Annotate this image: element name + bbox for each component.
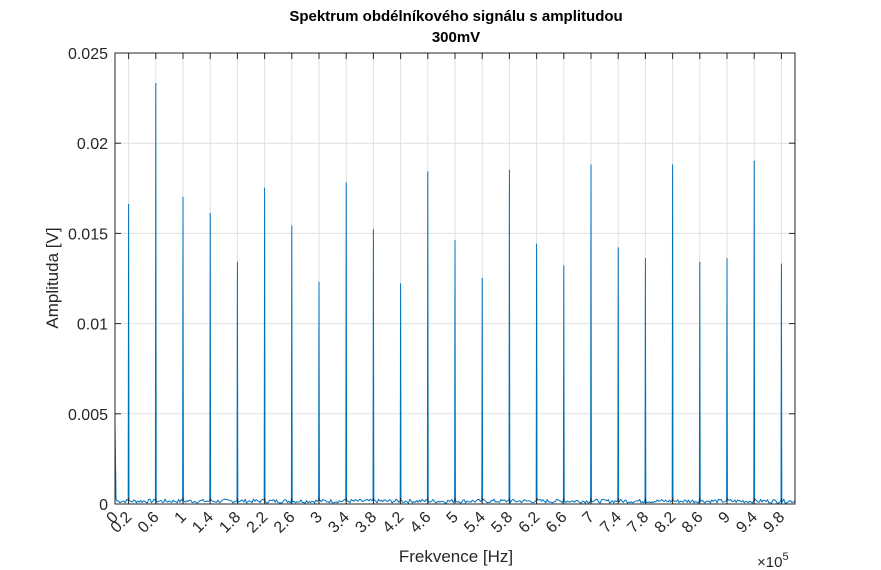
- spectrum-peak: [427, 171, 429, 173]
- spectrum-peak: [726, 258, 728, 260]
- spectrum-peak: [644, 258, 646, 260]
- spectrum-peak: [345, 182, 347, 184]
- x-axis-label: Frekvence [Hz]: [399, 547, 513, 566]
- spectrum-peak: [508, 169, 510, 171]
- y-tick-label: 0: [99, 497, 108, 514]
- chart-title: Spektrum obdélníkového signálu s amplitu…: [289, 8, 622, 25]
- spectrum-peak: [753, 160, 755, 162]
- spectrum-peak: [481, 278, 483, 279]
- spectrum-peak: [318, 281, 320, 283]
- spectrum-peak: [372, 229, 374, 231]
- spectrum-peak: [182, 196, 184, 198]
- axis-ticks: [114, 52, 795, 505]
- spectrum-peak: [563, 265, 565, 267]
- chart-subtitle: 300mV: [432, 29, 480, 46]
- spectrum-peak: [590, 164, 592, 166]
- y-tick-label: 0.025: [68, 46, 108, 63]
- spectrum-peak: [454, 240, 456, 242]
- spectrum-peak: [155, 83, 157, 85]
- spectrum-peak: [699, 261, 701, 263]
- spectrum-peak: [617, 247, 619, 249]
- y-tick-label: 0.005: [68, 407, 108, 424]
- y-axis-label: Amplituda [V]: [43, 227, 62, 328]
- y-axis-tick-labels: 0 0.005 0.01 0.015 0.02 0.025: [68, 46, 108, 514]
- spectrum-peak: [209, 213, 211, 215]
- spectrum-peak: [672, 164, 674, 166]
- spectrum-peak: [128, 204, 130, 206]
- spectrum-line: [114, 83, 796, 504]
- x-axis-exponent: ×105: [757, 551, 789, 570]
- spectrum-peak: [536, 243, 538, 245]
- y-tick-label: 0.02: [77, 136, 108, 153]
- spectrum-peak: [400, 283, 402, 285]
- y-tick-label: 0.01: [77, 317, 108, 334]
- series-spectrum: [114, 83, 796, 504]
- y-tick-label: 0.015: [68, 226, 108, 243]
- spectrum-peak: [236, 261, 238, 263]
- spectrum-peak: [780, 263, 782, 265]
- x-exponent-power: 5: [782, 551, 788, 563]
- spectrum-peak: [264, 187, 266, 189]
- spectrum-peak: [291, 225, 293, 227]
- x-exponent-base: ×10: [757, 554, 782, 570]
